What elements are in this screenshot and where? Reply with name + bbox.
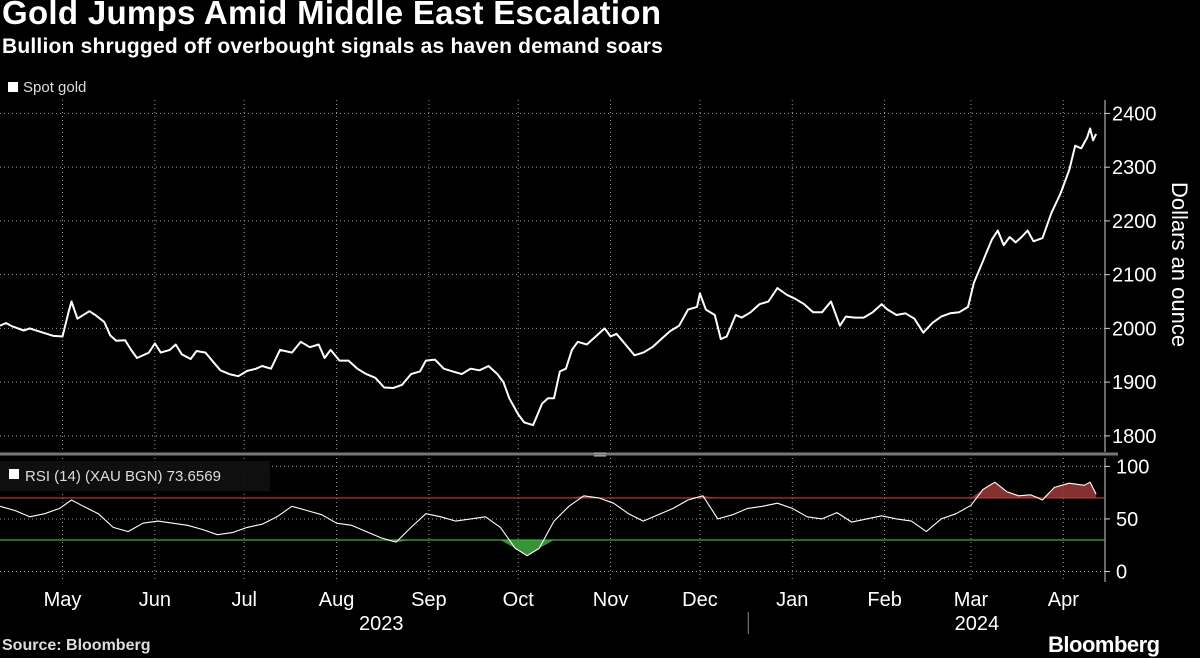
- price-ytick-label: 2300: [1112, 157, 1157, 179]
- legend-swatch-icon: [8, 82, 18, 92]
- rsi-legend-swatch-icon: [9, 469, 19, 479]
- x-month-label: Apr: [1048, 589, 1079, 611]
- x-month-label: Jan: [776, 589, 808, 611]
- x-month-label: Oct: [503, 589, 535, 611]
- rsi-ytick-label: 50: [1116, 509, 1138, 531]
- price-ytick-label: 2000: [1112, 318, 1157, 340]
- rsi-series-line: [0, 481, 1097, 557]
- rsi-oversold-fill: [500, 539, 554, 556]
- x-month-label: Sep: [411, 589, 447, 611]
- price-ytick-label: 1800: [1112, 426, 1157, 448]
- rsi-ytick-label: 0: [1116, 561, 1127, 583]
- price-ytick-label: 2100: [1112, 265, 1157, 287]
- rsi-overbought-fill: [1042, 482, 1097, 498]
- rsi-legend-box: [0, 461, 270, 491]
- x-year-label: 2024: [955, 613, 1000, 635]
- source-note: Source: Bloomberg: [2, 637, 151, 654]
- x-month-label: Mar: [954, 589, 989, 611]
- bloomberg-logo: Bloomberg: [1048, 632, 1160, 657]
- chart-title: Gold Jumps Amid Middle East Escalation: [2, 0, 662, 31]
- price-ytick-label: 2200: [1112, 211, 1157, 233]
- chart-subtitle: Bullion shrugged off overbought signals …: [2, 35, 663, 58]
- legend-label: Spot gold: [23, 79, 87, 96]
- x-month-label: Aug: [319, 589, 355, 611]
- x-month-label: May: [44, 589, 82, 611]
- spot-gold-series-line: [0, 127, 1098, 427]
- rsi-legend-label: RSI (14) (XAU BGN) 73.6569: [25, 468, 221, 485]
- x-year-label: 2023: [359, 613, 404, 635]
- x-month-label: Dec: [682, 589, 718, 611]
- price-legend: Spot gold: [8, 79, 86, 96]
- x-month-label: Jul: [231, 589, 257, 611]
- price-y-axis-label: Dollars an ounce: [1167, 182, 1192, 347]
- x-month-label: Nov: [593, 589, 629, 611]
- price-ytick-label: 2400: [1112, 103, 1157, 125]
- x-month-label: Jun: [139, 589, 171, 611]
- price-ytick-label: 1900: [1112, 372, 1157, 394]
- x-month-label: Feb: [867, 589, 901, 611]
- rsi-ytick-label: 100: [1116, 456, 1149, 478]
